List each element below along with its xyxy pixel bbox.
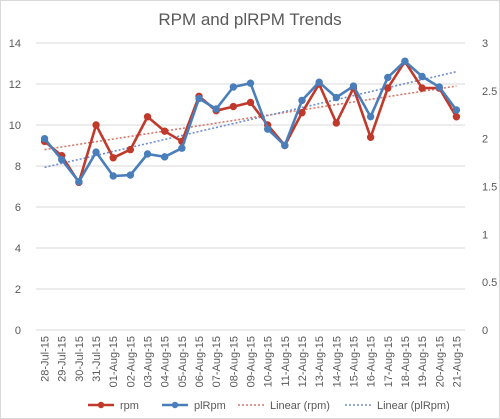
point-rpm xyxy=(109,154,117,162)
x-tick-label: 05-Aug-15 xyxy=(177,336,189,387)
point-plrpm xyxy=(92,148,100,156)
y2-tick-label: 3 xyxy=(482,38,488,50)
x-tick-label: 15-Aug-15 xyxy=(348,336,360,387)
y-tick-label: 0 xyxy=(15,325,21,337)
legend-label: Linear (plRpm) xyxy=(377,400,450,412)
point-plrpm xyxy=(366,112,375,121)
y-tick-label: 14 xyxy=(9,38,21,50)
x-tick-label: 29-Jul-15 xyxy=(57,336,69,382)
y2-tick-label: 1 xyxy=(482,229,488,241)
point-rpm xyxy=(332,119,340,127)
point-rpm xyxy=(229,102,238,111)
point-plrpm xyxy=(298,96,306,105)
y2-tick-label: 1.5 xyxy=(482,182,497,194)
point-plrpm xyxy=(263,125,272,133)
point-plrpm xyxy=(178,144,186,152)
point-plrpm xyxy=(58,156,66,164)
x-tick-label: 14-Aug-15 xyxy=(331,336,343,387)
point-plrpm xyxy=(401,57,409,65)
legend-label: Linear (rpm) xyxy=(270,400,330,412)
y2-tick-label: 0.5 xyxy=(482,277,497,289)
point-rpm xyxy=(92,121,100,129)
x-tick-label: 02-Aug-15 xyxy=(125,336,137,387)
x-tick-label: 10-Aug-15 xyxy=(263,336,275,387)
x-tick-label: 01-Aug-15 xyxy=(108,336,120,387)
point-plrpm xyxy=(212,105,220,113)
y-axis-right: 0 0.5 1 1.5 2 2.5 3 xyxy=(482,38,497,337)
legend-marker xyxy=(171,401,179,409)
point-plrpm xyxy=(384,73,392,82)
y2-tick-label: 0 xyxy=(482,325,488,337)
point-rpm xyxy=(298,109,306,117)
x-tick-label: 04-Aug-15 xyxy=(160,336,172,387)
point-rpm xyxy=(384,84,392,92)
x-tick-label: 07-Aug-15 xyxy=(211,336,223,387)
point-plrpm xyxy=(195,94,203,103)
x-tick-label: 06-Aug-15 xyxy=(194,336,206,387)
legend: rpm plRpm Linear (rpm) Linear (plRpm) xyxy=(88,400,450,412)
trendline-rpm xyxy=(44,85,457,151)
point-rpm xyxy=(143,113,152,121)
point-plrpm xyxy=(109,172,117,180)
point-plrpm xyxy=(75,178,83,186)
point-rpm xyxy=(418,84,426,92)
x-tick-label: 11-Aug-15 xyxy=(280,336,292,387)
x-tick-label: 09-Aug-15 xyxy=(246,336,258,387)
y-tick-label: 4 xyxy=(15,243,21,255)
point-plrpm xyxy=(281,141,289,150)
point-plrpm xyxy=(229,83,238,91)
point-plrpm xyxy=(161,153,169,161)
y-axis-left: 0 2 4 6 8 10 12 14 xyxy=(9,38,21,337)
y2-tick-label: 2 xyxy=(482,134,488,146)
point-rpm xyxy=(366,133,375,142)
y-tick-label: 6 xyxy=(15,202,21,214)
point-plrpm xyxy=(246,79,255,87)
point-rpm xyxy=(161,127,169,135)
point-plrpm xyxy=(452,106,461,114)
x-tick-label: 20-Aug-15 xyxy=(434,336,446,387)
chart-title: RPM and plRPM Trends xyxy=(158,10,342,29)
point-plrpm xyxy=(143,150,152,158)
point-rpm xyxy=(246,98,255,107)
x-tick-label: 08-Aug-15 xyxy=(228,336,240,387)
x-tick-label: 18-Aug-15 xyxy=(400,336,412,387)
x-tick-label: 21-Aug-15 xyxy=(451,336,463,387)
point-plrpm xyxy=(315,78,323,86)
x-tick-label: 13-Aug-15 xyxy=(314,336,326,387)
y2-tick-label: 2.5 xyxy=(482,86,497,98)
point-plrpm xyxy=(349,82,358,90)
point-plrpm xyxy=(435,83,443,91)
y-tick-label: 8 xyxy=(15,161,21,173)
legend-label: rpm xyxy=(120,400,139,412)
point-plrpm xyxy=(332,93,340,102)
x-tick-label: 16-Aug-15 xyxy=(366,336,378,387)
x-tick-label: 19-Aug-15 xyxy=(417,336,429,387)
y-tick-label: 12 xyxy=(9,79,21,91)
point-rpm xyxy=(452,113,461,121)
x-tick-label: 28-Jul-15 xyxy=(40,336,52,382)
series xyxy=(40,57,461,187)
x-tick-label: 12-Aug-15 xyxy=(297,336,309,387)
x-tick-label: 31-Jul-15 xyxy=(91,336,103,382)
x-axis: 28-Jul-15 29-Jul-15 30-Jul-15 31-Jul-15 01-A… xyxy=(40,336,464,387)
point-plrpm xyxy=(126,171,135,179)
x-tick-label: 17-Aug-15 xyxy=(383,336,395,387)
legend-label: plRpm xyxy=(194,400,226,412)
point-rpm xyxy=(126,145,135,154)
x-tick-label: 03-Aug-15 xyxy=(143,336,155,387)
point-plrpm xyxy=(40,134,49,143)
y-tick-label: 2 xyxy=(15,284,21,296)
legend-marker xyxy=(97,401,105,409)
y-tick-label: 10 xyxy=(9,120,21,132)
point-plrpm xyxy=(418,72,426,81)
x-tick-label: 30-Jul-15 xyxy=(74,336,86,382)
